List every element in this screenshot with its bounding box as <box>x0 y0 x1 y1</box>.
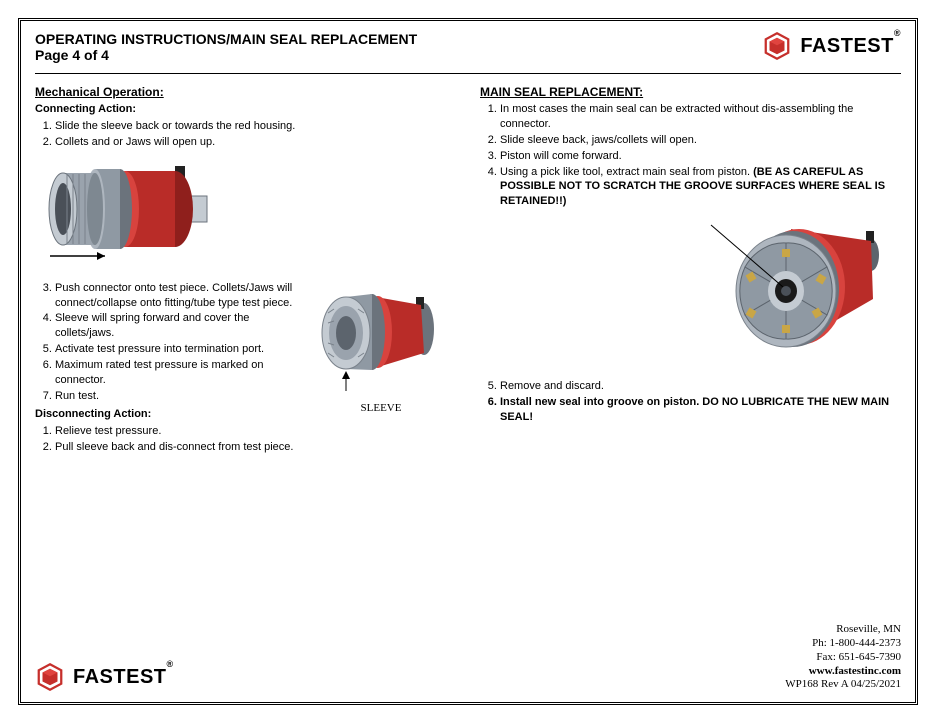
footer-city: Roseville, MN <box>785 623 901 637</box>
page-frame: OPERATING INSTRUCTIONS/MAIN SEAL REPLACE… <box>18 18 918 705</box>
connecting-steps-a: Slide the sleeve back or towards the red… <box>35 119 456 150</box>
connecting-title: Connecting Action: <box>35 102 456 117</box>
brand-hex-icon <box>762 31 792 61</box>
footer: FASTEST® Roseville, MN Ph: 1-800-444-237… <box>35 619 901 692</box>
list-item: Run test. <box>55 389 294 404</box>
footer-fax: Fax: 651-645-7390 <box>785 651 901 665</box>
header-title-block: OPERATING INSTRUCTIONS/MAIN SEAL REPLACE… <box>35 31 417 63</box>
step4-prefix: Using a pick like tool, extract main sea… <box>500 166 753 178</box>
footer-doc: WP168 Rev A 04/25/2021 <box>785 678 901 692</box>
connecting-steps-b: Push connector onto test piece. Collets/… <box>35 281 294 404</box>
page-number: Page 4 of 4 <box>35 47 417 63</box>
list-item: Slide sleeve back, jaws/collets will ope… <box>500 133 901 148</box>
mech-op-title: Mechanical Operation: <box>35 84 456 100</box>
footer-info: Roseville, MN Ph: 1-800-444-2373 Fax: 65… <box>785 623 901 692</box>
list-item: Piston will come forward. <box>500 149 901 164</box>
seal-steps-b: Remove and discard. Install new seal int… <box>480 379 901 425</box>
doc-title: OPERATING INSTRUCTIONS/MAIN SEAL REPLACE… <box>35 31 417 47</box>
seal-front-figure <box>480 213 901 373</box>
connector-angled-svg <box>306 279 456 399</box>
footer-phone: Ph: 1-800-444-2373 <box>785 637 901 651</box>
header-divider <box>35 73 901 74</box>
left-column: Mechanical Operation: Connecting Action:… <box>35 84 456 619</box>
list-item: Remove and discard. <box>500 379 901 394</box>
list-item: Using a pick like tool, extract main sea… <box>500 165 901 210</box>
brand-hex-icon <box>35 662 65 692</box>
list-item: Push connector onto test piece. Collets/… <box>55 281 294 311</box>
header: OPERATING INSTRUCTIONS/MAIN SEAL REPLACE… <box>35 31 901 69</box>
list-item: Sleeve will spring forward and cover the… <box>55 311 294 341</box>
list-item: In most cases the main seal can be extra… <box>500 102 901 132</box>
left-row2: Push connector onto test piece. Collets/… <box>35 279 456 459</box>
list-item: Maximum rated test pressure is marked on… <box>55 358 294 388</box>
connector-side-svg <box>35 156 220 271</box>
connector-side-figure <box>35 156 456 271</box>
disconnecting-steps: Relieve test pressure. Pull sleeve back … <box>35 424 294 455</box>
footer-web: www.fastestinc.com <box>785 665 901 679</box>
sleeve-figure: SLEEVE <box>306 279 456 416</box>
brand-logo: FASTEST® <box>762 31 901 61</box>
list-item: Relieve test pressure. <box>55 424 294 439</box>
left-row2-text: Push connector onto test piece. Collets/… <box>35 279 294 459</box>
footer-brand: FASTEST® <box>35 662 174 692</box>
list-item: Slide the sleeve back or towards the red… <box>55 119 456 134</box>
disconnecting-title: Disconnecting Action: <box>35 407 294 422</box>
seal-steps-a: In most cases the main seal can be extra… <box>480 102 901 209</box>
list-item: Pull sleeve back and dis-connect from te… <box>55 440 294 455</box>
brand-text: FASTEST® <box>800 35 901 58</box>
seal-replacement-title: MAIN SEAL REPLACEMENT: <box>480 84 901 100</box>
content-columns: Mechanical Operation: Connecting Action:… <box>35 84 901 619</box>
sleeve-label: SLEEVE <box>306 401 456 416</box>
list-item: Install new seal into groove on piston. … <box>500 395 901 425</box>
right-column: MAIN SEAL REPLACEMENT: In most cases the… <box>480 84 901 619</box>
list-item: Activate test pressure into termination … <box>55 342 294 357</box>
list-item: Collets and or Jaws will open up. <box>55 135 456 150</box>
footer-brand-text: FASTEST® <box>73 666 174 689</box>
connector-front-svg <box>671 213 901 373</box>
